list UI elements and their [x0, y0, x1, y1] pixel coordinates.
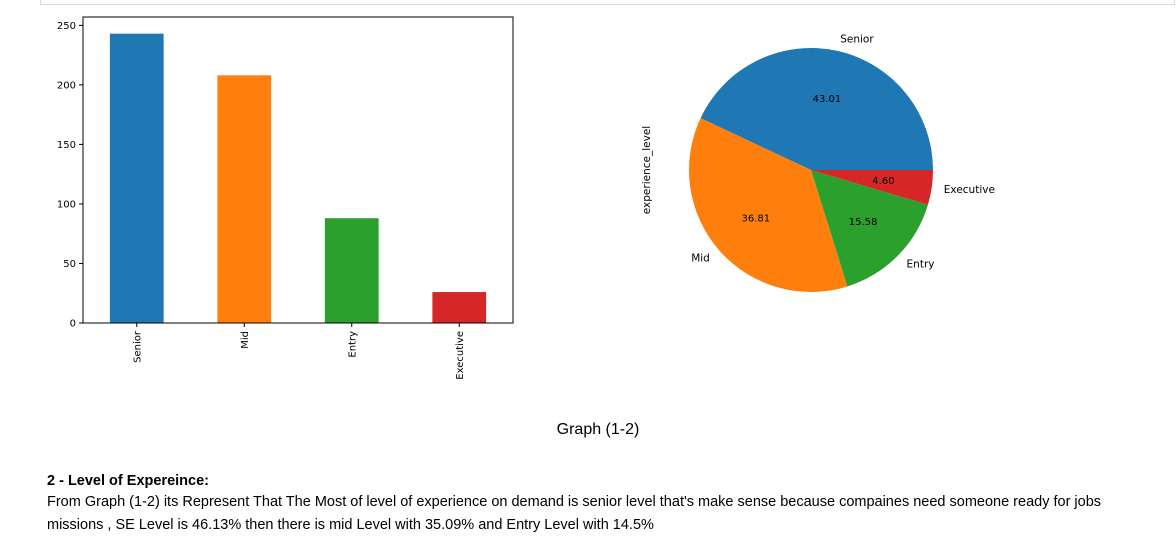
y-tick-label: 50 [63, 259, 76, 270]
bar-executive [432, 292, 487, 323]
y-tick-label: 250 [57, 21, 76, 32]
bar-entry [324, 218, 379, 323]
y-tick-label: 200 [57, 80, 76, 91]
section-body: From Graph (1-2) its Represent That The … [47, 494, 1102, 533]
pie-slice-mid [689, 118, 848, 292]
plot-frame [82, 16, 514, 324]
pie-category-label: Senior [840, 34, 874, 46]
x-tick-label: Mid [240, 331, 251, 349]
bar-senior [109, 33, 164, 324]
analysis-section: 2 - Level of Expereince: From Graph (1-2… [47, 473, 1157, 537]
y-tick-label: 0 [70, 319, 76, 330]
x-tick-label: Entry [347, 331, 358, 358]
pie-value-label: 4.60 [872, 176, 894, 187]
bar-mid [217, 75, 272, 324]
pie-category-label: Entry [907, 259, 935, 271]
bar-chart: 0 50 100 150 200 250 Senior Mid Entry Executive [57, 16, 514, 380]
x-tick-label: Executive [455, 331, 466, 380]
pie-slice-executive [811, 170, 933, 205]
pie-ylabel: experience_level [641, 126, 653, 214]
pie-value-label: 43.01 [813, 94, 842, 105]
x-tick-label: Senior [132, 330, 143, 363]
pie-category-label: Executive [944, 184, 995, 196]
figure-caption: Graph (1-2) [556, 421, 640, 438]
notebook-cell-border [40, 0, 1175, 5]
pie-category-label: Mid [691, 253, 710, 265]
section-heading: 2 - Level of Expereince: [47, 473, 209, 489]
y-tick-label: 150 [57, 140, 76, 151]
y-tick-label: 100 [57, 199, 76, 210]
pie-chart: 43.01 Senior 36.81 Mid 15.58 Entry 4.60 Executi… [641, 34, 995, 292]
pie-value-label: 36.81 [742, 214, 771, 225]
pie-slice-senior [700, 48, 933, 171]
pie-slice-entry [811, 170, 928, 287]
pie-value-label: 15.58 [849, 217, 878, 228]
